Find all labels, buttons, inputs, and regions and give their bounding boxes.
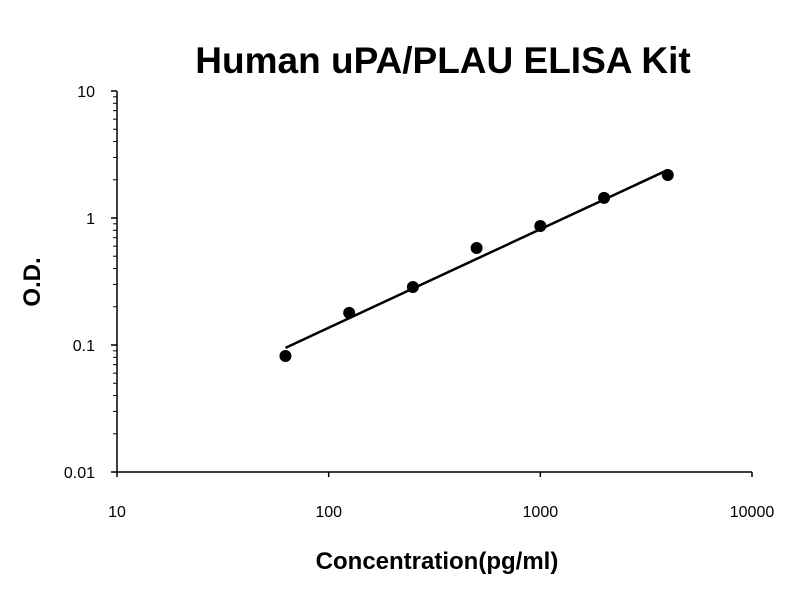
data-point xyxy=(534,219,547,232)
x-tick-label: 100 xyxy=(315,504,342,521)
x-tick-label: 10000 xyxy=(730,504,775,521)
data-point xyxy=(343,306,356,319)
data-point xyxy=(279,349,292,362)
fit-line xyxy=(284,168,669,349)
y-tick-label: 0.1 xyxy=(73,338,95,355)
data-point xyxy=(470,242,483,255)
y-tick-label: 1 xyxy=(86,211,95,228)
data-point xyxy=(661,169,674,182)
y-axis-label: O.D. xyxy=(19,257,46,306)
y-tick-label: 0.01 xyxy=(64,465,95,482)
x-axis-label: Concentration(pg/ml) xyxy=(316,548,559,575)
data-point xyxy=(598,191,611,204)
x-tick-label: 10 xyxy=(108,504,126,521)
chart-title: Human uPA/PLAU ELISA Kit xyxy=(195,40,690,81)
data-point xyxy=(406,281,419,294)
x-tick-label: 1000 xyxy=(523,504,559,521)
y-tick-label: 10 xyxy=(77,84,95,101)
